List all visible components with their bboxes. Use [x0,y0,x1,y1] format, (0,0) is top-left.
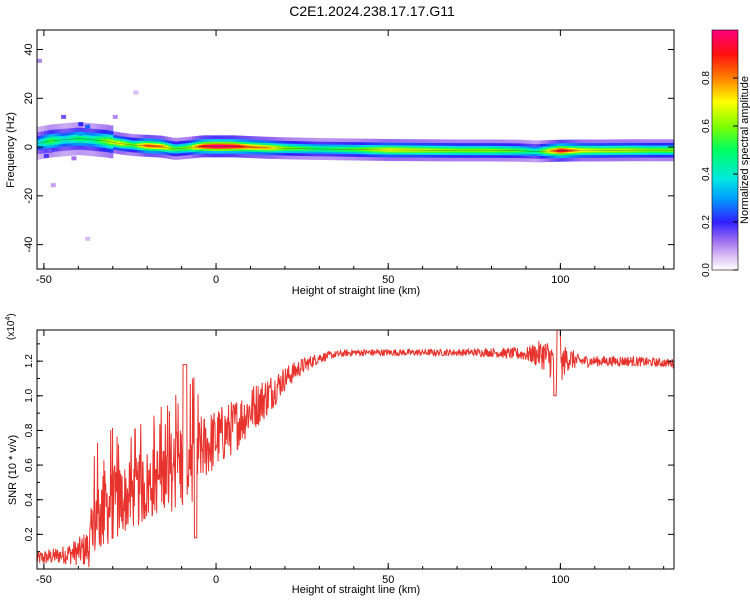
spectrogram-noise [61,114,67,119]
snr-xtick-label: 0 [213,574,219,586]
snr-xlabel: Height of straight line (km) [292,584,420,596]
snr-panel: -50 0 50 100 0.2 0.4 0.6 0.8 1.0 1.2 Height of st… [5,313,675,596]
snr-frame [36,329,675,570]
colorbar-tick-label: 0.0 [701,263,712,277]
spectrogram-noise [47,149,53,154]
snr-xtick-label: 100 [551,574,569,586]
colorbar-tick-label: 0.6 [701,119,712,133]
spectrogram-noise [43,153,49,158]
snr-multiplier: (x104) [5,313,17,340]
svg-text:(x104): (x104) [5,313,17,340]
snr-ylabel: SNR (10 * v/v) [7,435,19,505]
snr-ytick-label: 0.4 [24,492,35,506]
spectrogram-ytick-label: -20 [23,188,35,204]
colorbar-label: Normalized spectral amplitude [739,76,750,224]
spectrogram-ytick-label: 40 [23,43,35,55]
spectrogram-noise [78,122,84,127]
spectrogram-noise [37,58,42,63]
snr-xtick-label: -50 [36,574,52,586]
spectrogram-xtick-label: -50 [36,274,52,286]
spectrogram-xtick-label: 50 [382,274,394,286]
spectrogram-ytick-label: 20 [23,92,35,104]
snr-series-line [37,330,674,568]
spectrogram-noise [133,90,139,95]
colorbar-tick-label: 0.2 [701,215,712,229]
colorbar-tick-label: 0.4 [701,167,712,181]
spectrogram-ridge [37,138,674,152]
spectrogram-panel: -50 0 50 100 -40 -20 0 20 40 Height of straight … [5,29,675,297]
figure-title: C2E1.2024.238.17.17.G11 [289,3,455,19]
spectrogram-noise [112,114,118,119]
spectrogram-xlabel: Height of straight line (km) [292,285,420,297]
spectrogram-noise [50,183,56,188]
spectrogram-xtick-label: 100 [551,274,569,286]
spectrogram-noise [85,124,91,129]
spectrogram-noise [78,131,84,136]
spectrogram-axes: -50 0 50 100 -40 -20 0 20 40 [23,30,674,286]
snr-xtick-label: 50 [382,574,394,586]
snr-ytick-label: 1.0 [24,388,35,402]
spectrogram-frame [36,29,675,270]
spectrogram-ytick-label: -40 [23,237,35,253]
spectrogram-marks [37,58,674,241]
colorbar-tick-label: 0.8 [701,71,712,85]
spectrogram-ylabel: Frequency (Hz) [5,112,17,188]
colorbar: 0.0 0.2 0.4 0.6 0.8 Normalized spectral ampl… [701,29,750,277]
snr-ytick-label: 0.2 [24,527,35,541]
spectrogram-xtick-label: 0 [213,274,219,286]
snr-multiplier-close: ) [6,313,17,316]
snr-axes: -50 0 50 100 0.2 0.4 0.6 0.8 1.0 1.2 [24,330,674,586]
colorbar-ticks: 0.0 0.2 0.4 0.6 0.8 [701,71,738,277]
spectrogram-noise [71,156,77,161]
snr-multiplier-exp: 4 [5,317,12,321]
snr-ytick-label: 0.6 [24,458,35,472]
snr-ytick-label: 0.8 [24,423,35,437]
spectrogram-noise [85,236,91,241]
snr-multiplier-base: (x10 [6,320,17,340]
snr-marks [37,330,674,568]
snr-ytick-label: 1.2 [24,354,35,368]
colorbar-gradient [711,29,739,271]
spectrogram-ytick-label: 0 [23,144,35,150]
